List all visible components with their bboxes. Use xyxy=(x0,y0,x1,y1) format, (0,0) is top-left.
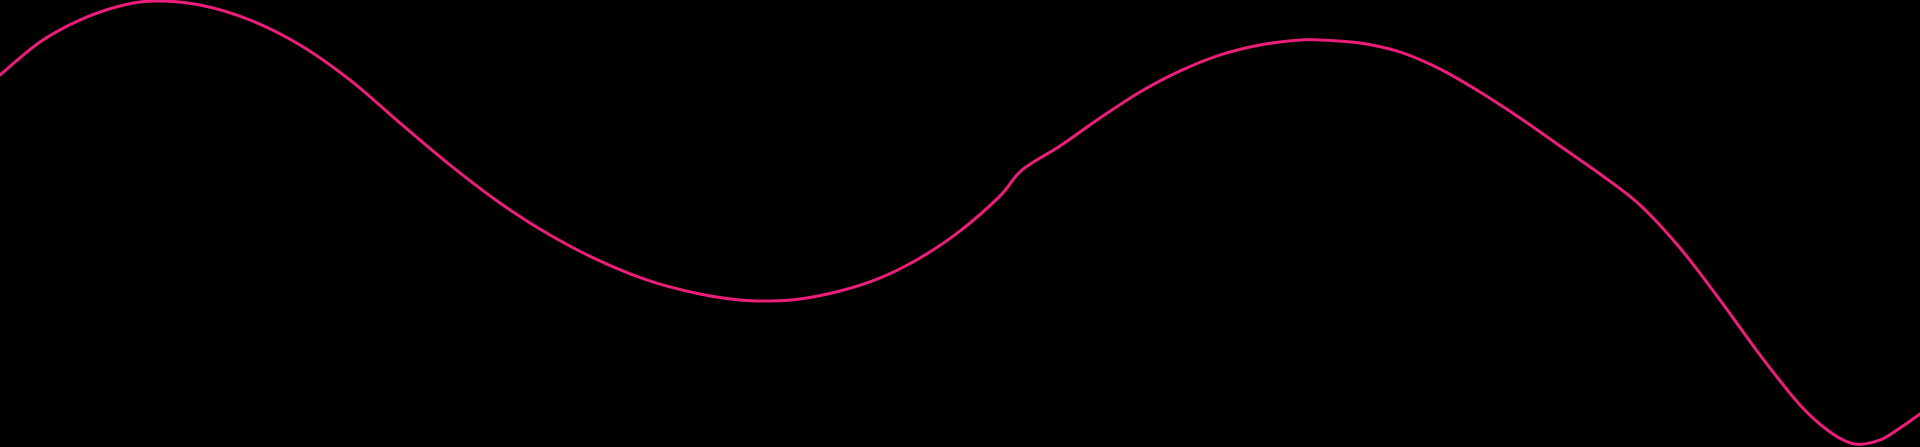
wave-banner xyxy=(0,0,1920,447)
background-rect xyxy=(0,0,1920,447)
wave-chart-svg xyxy=(0,0,1920,447)
sine-wave-path xyxy=(0,0,1920,446)
